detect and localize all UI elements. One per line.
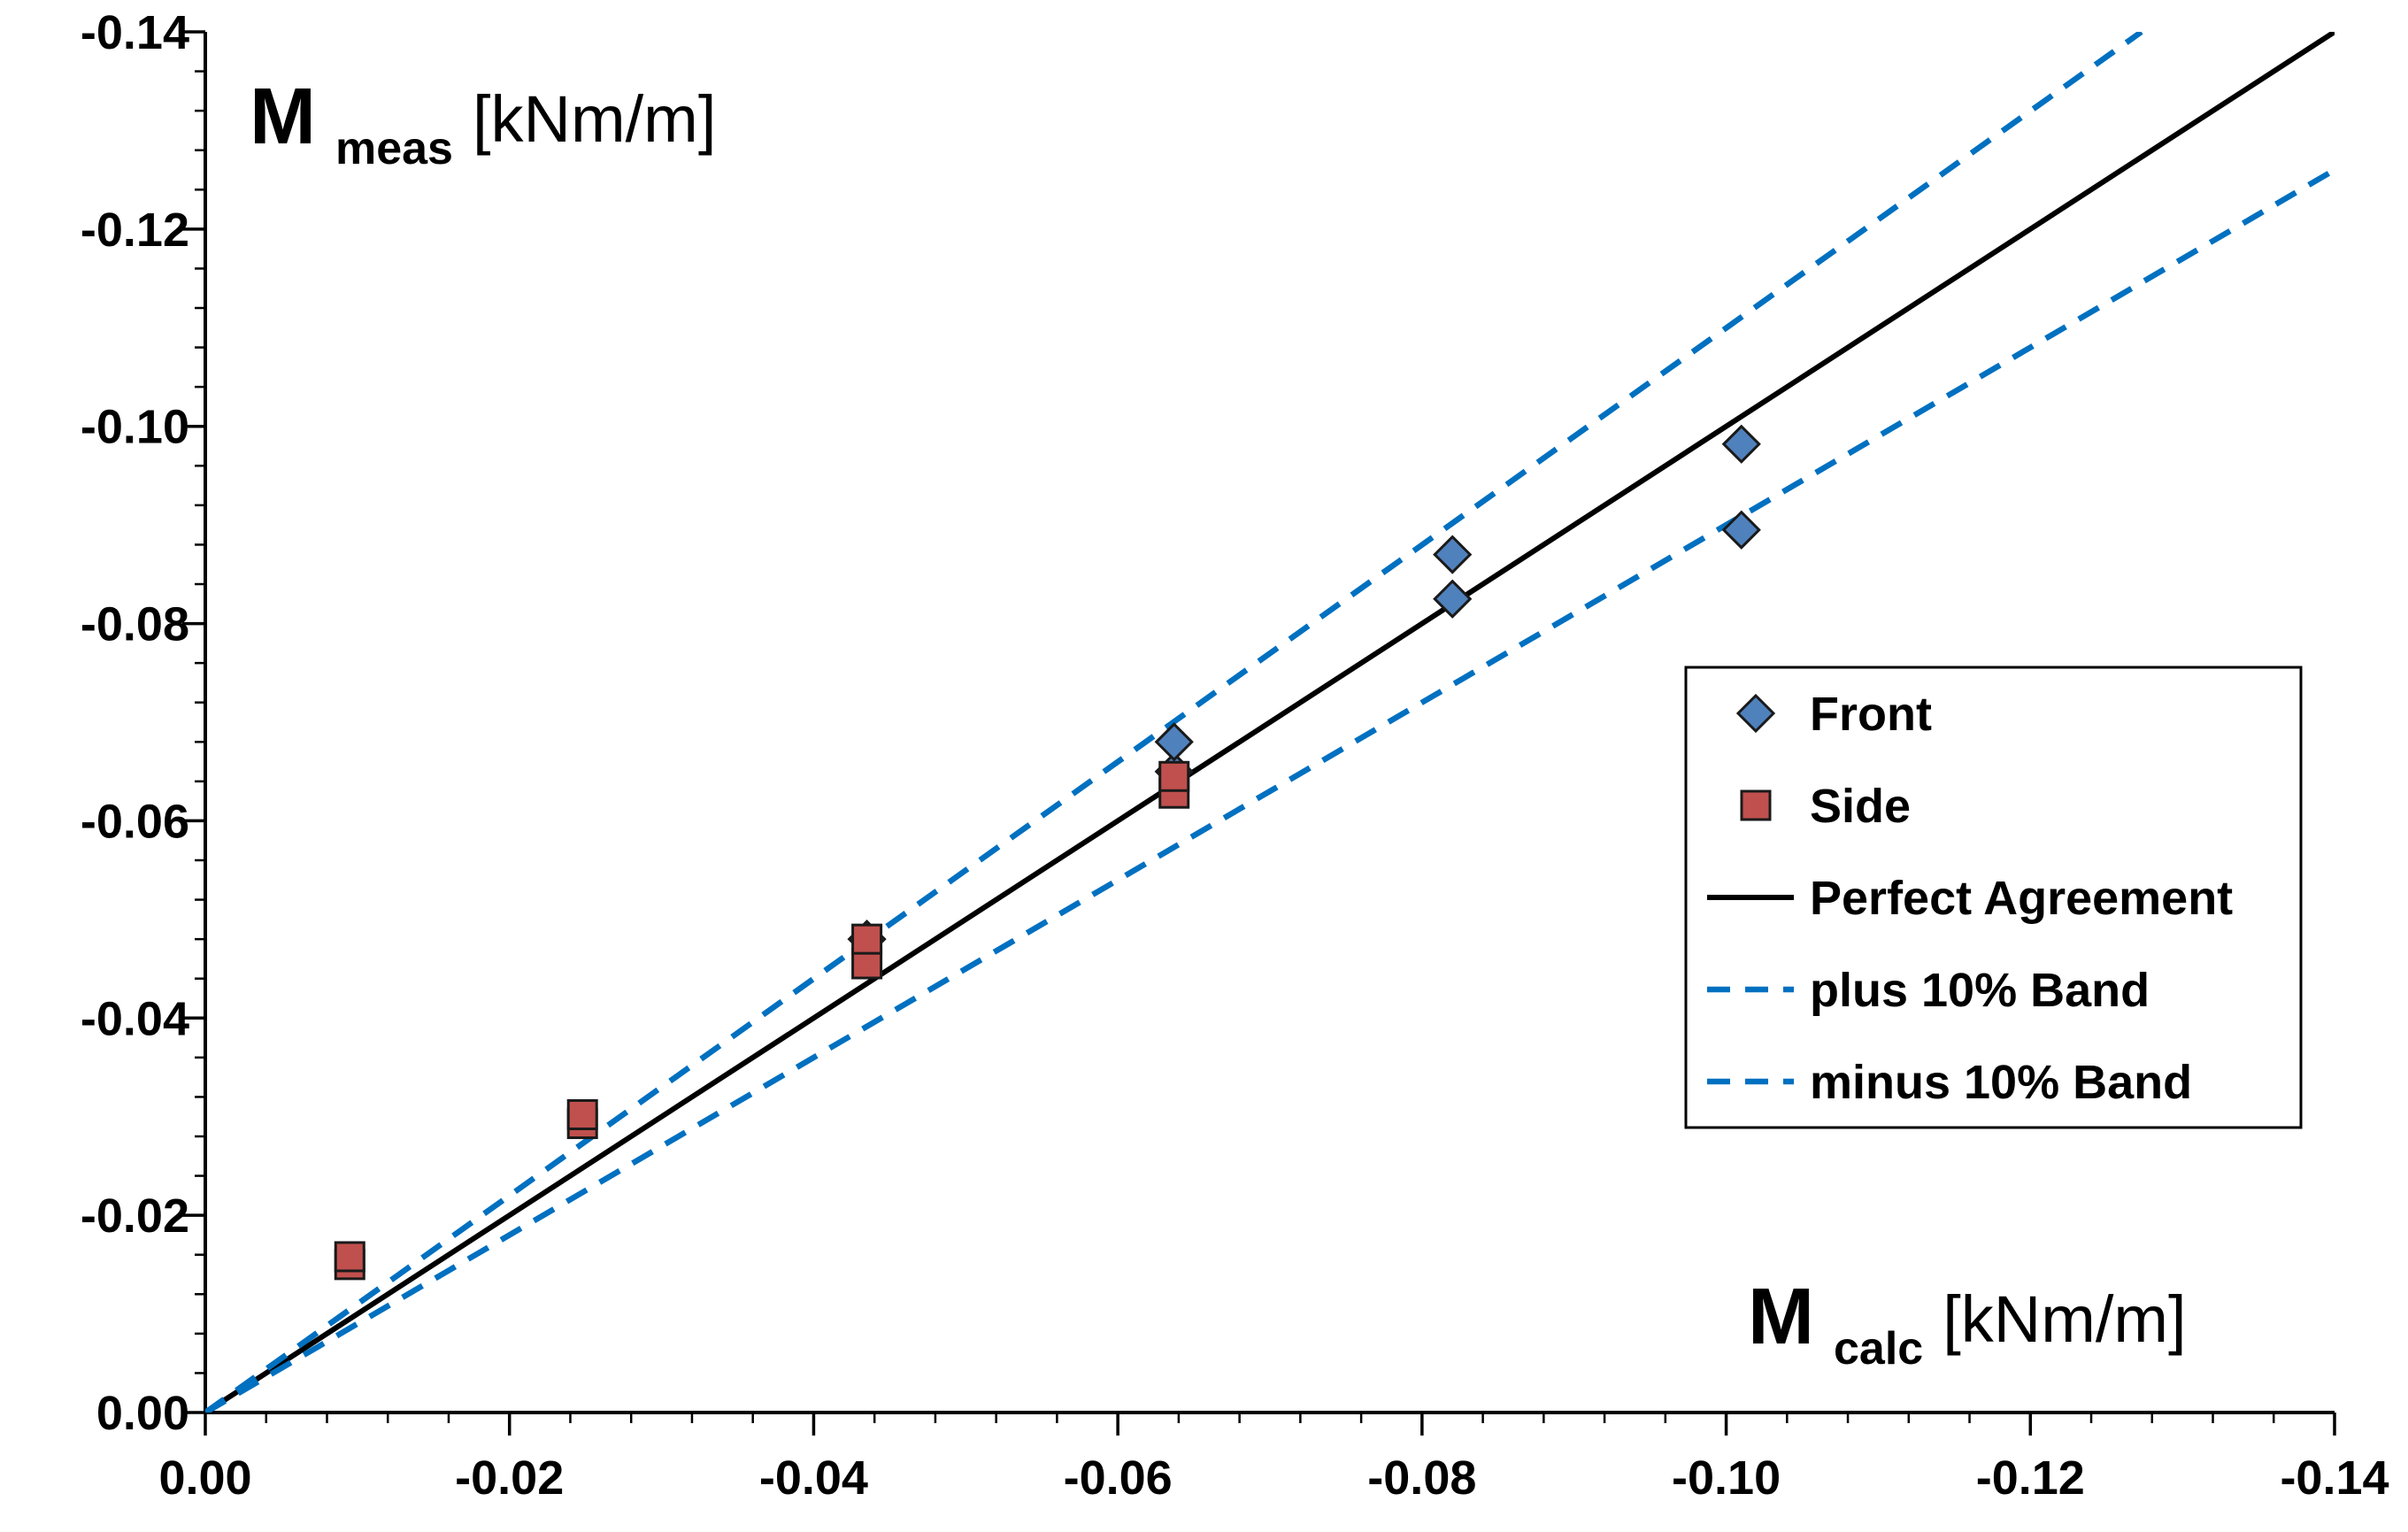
plus-10-band-line bbox=[205, 32, 2143, 1413]
side-square-marker bbox=[334, 1241, 365, 1273]
y-tick-label: -0.12 bbox=[81, 204, 189, 257]
y-tick-label: -0.08 bbox=[81, 598, 189, 651]
side-square-marker bbox=[566, 1098, 598, 1130]
y-tick-label: -0.04 bbox=[81, 992, 189, 1045]
y-axis-title-unit: [kNm/m] bbox=[473, 82, 716, 156]
y-axis-title-main: M bbox=[250, 73, 316, 161]
axis-titles: M meas [kNm/m] M calc [kNm/m] bbox=[250, 73, 2187, 1374]
front-diamond-marker bbox=[1433, 579, 1473, 619]
x-axis-title-unit: [kNm/m] bbox=[1943, 1282, 2186, 1356]
x-tick-label: -0.06 bbox=[1064, 1451, 1173, 1505]
y-tick-label: -0.06 bbox=[81, 795, 189, 848]
y-tick-label: 0.00 bbox=[96, 1387, 189, 1440]
side-square-marker-legend bbox=[1740, 789, 1772, 821]
legend-label: minus 10% Band bbox=[1810, 1056, 2192, 1109]
front-diamond-marker bbox=[1433, 535, 1473, 574]
front-diamond-marker-legend bbox=[1735, 693, 1776, 734]
side-square-marker bbox=[1158, 760, 1190, 792]
x-tick-label: -0.12 bbox=[1976, 1451, 2085, 1505]
legend: Front Side Perfect Agreement plus 10% Band m… bbox=[1684, 666, 2303, 1129]
reference-lines bbox=[205, 32, 2335, 1413]
data-markers bbox=[334, 424, 1761, 1281]
y-axis-title-subscript: meas bbox=[335, 123, 453, 174]
x-tick-label: -0.04 bbox=[759, 1451, 868, 1505]
x-tick-label: -0.10 bbox=[1672, 1451, 1781, 1505]
legend-label: plus 10% Band bbox=[1810, 964, 2150, 1017]
legend-label: Front bbox=[1810, 688, 1932, 741]
front-diamond-marker bbox=[1154, 722, 1194, 762]
x-tick-label: 0.00 bbox=[158, 1451, 251, 1505]
front-diamond-marker bbox=[1721, 510, 1761, 550]
y-tick-label: -0.10 bbox=[81, 401, 189, 454]
front-diamond-marker bbox=[1721, 424, 1761, 464]
legend-label: Perfect Agreement bbox=[1810, 872, 2233, 925]
side-square-marker bbox=[851, 923, 883, 955]
x-tick-label: -0.08 bbox=[1367, 1451, 1476, 1505]
x-axis-title-main: M bbox=[1748, 1273, 1814, 1361]
perfect-agreement-line bbox=[205, 32, 2335, 1413]
minus-10-band-line bbox=[205, 167, 2335, 1413]
axes: 0.00 -0.02 -0.04 -0.06 -0.08 -0.10 -0.12 -0.14 0… bbox=[81, 6, 2389, 1505]
y-tick-label: -0.02 bbox=[81, 1189, 189, 1243]
y-tick-label: -0.14 bbox=[81, 6, 189, 59]
legend-label: Side bbox=[1810, 780, 1911, 833]
x-tick-label: -0.02 bbox=[455, 1451, 564, 1505]
x-tick-label: -0.14 bbox=[2280, 1451, 2389, 1505]
x-axis-title-subscript: calc bbox=[1834, 1323, 1923, 1374]
